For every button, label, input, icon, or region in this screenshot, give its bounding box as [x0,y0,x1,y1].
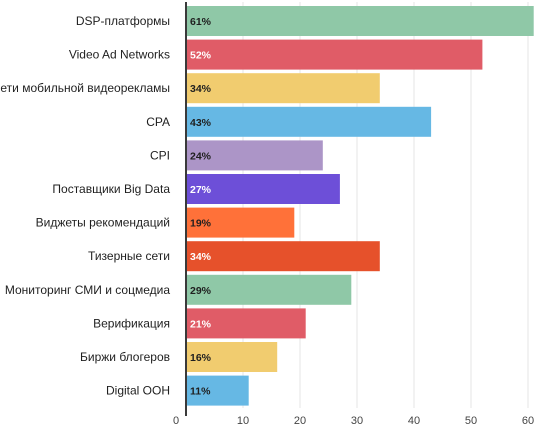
bar-digital-ooh [186,375,249,406]
bar-cpa [186,106,432,137]
data-label-сети-мобильной-видеорекламы: 34% [190,83,212,95]
data-label-поставщики-big-data: 27% [190,184,212,196]
data-label-верификация: 21% [190,318,212,330]
data-label-digital-ooh: 11% [190,386,211,398]
x-tick-label-30: 30 [351,415,363,427]
x-tick-label-40: 40 [408,415,420,427]
category-label-виджеты-рекомендаций: Виджеты рекомендаций [36,216,170,230]
data-labels: 61% 52% 34% 43% 24% 27% 19% 34% 29% 21% 16% 11% [190,16,212,398]
x-tick-label-50: 50 [465,415,477,427]
data-label-video-ad-networks: 52% [190,50,212,62]
bar-виджеты-рекомендаций [186,207,295,238]
bar-поставщики-big-data [186,174,340,204]
category-labels: DSP-платформы Video Ad Networks Сети мобил… [0,14,170,398]
category-label-верификация: Верификация [93,316,170,330]
bar-биржи-блогеров [186,342,278,372]
data-label-мониторинг-сми-и-соцмедиа: 29% [190,285,212,297]
data-label-биржи-блогеров: 16% [190,352,212,364]
bars [186,6,534,406]
gridlines [242,2,529,408]
bar-dsp-платформы [186,6,534,36]
category-label-dsp-платформы: DSP-платформы [76,14,170,28]
category-label-video-ad-networks: Video Ad Networks [69,48,170,62]
data-label-тизерные-сети: 34% [190,251,212,263]
x-tick-label-0: 0 [173,415,179,427]
category-label-cpi: CPI [150,148,170,162]
data-label-виджеты-рекомендаций: 19% [190,218,212,230]
bar-мониторинг-сми-и-соцмедиа [186,274,352,305]
x-tick-labels: 0 10 20 30 40 50 60 [173,415,534,427]
bar-сети-мобильной-видеорекламы [186,73,380,104]
category-label-тизерные-сети: Тизерные сети [88,249,170,263]
x-tick-label-60: 60 [522,415,534,427]
category-label-cpa: CPA [146,115,170,129]
x-tick-label-20: 20 [294,415,306,427]
data-label-dsp-платформы: 61% [190,16,212,28]
bar-cpi [186,140,323,171]
data-label-cpi: 24% [190,150,212,162]
category-label-биржи-блогеров: Биржи блогеров [80,350,170,364]
category-label-мониторинг-сми-и-соцмедиа: Мониторинг СМИ и соцмедиа [5,283,170,297]
bar-тизерные-сети [186,241,380,272]
x-tick-label-10: 10 [237,415,249,427]
category-label-digital-ooh: Digital OOH [106,384,170,398]
category-label-поставщики-big-data: Поставщики Big Data [52,182,170,196]
bar-video-ad-networks [186,39,483,70]
category-label-сети-мобильной-видеорекламы: Сети мобильной видеорекламы [0,81,170,95]
data-label-cpa: 43% [190,117,212,129]
bar-верификация [186,308,306,339]
